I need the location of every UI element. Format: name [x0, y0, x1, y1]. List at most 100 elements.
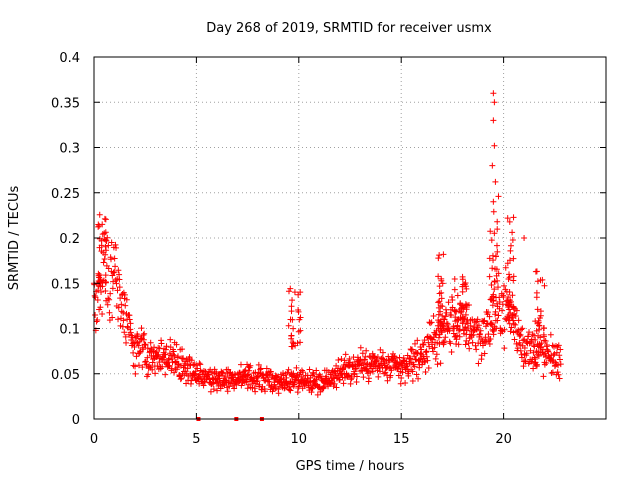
data-point [118, 301, 125, 308]
data-point [531, 343, 538, 350]
data-point [488, 237, 495, 244]
data-point [533, 289, 540, 296]
y-tick-label: 0.25 [51, 187, 80, 202]
data-point [155, 351, 162, 358]
data-point [481, 350, 488, 357]
data-point [373, 357, 380, 364]
data-point [105, 265, 112, 272]
data-point [158, 340, 165, 347]
data-point [411, 340, 418, 347]
data-point [342, 351, 349, 358]
data-point [453, 336, 460, 343]
data-point [543, 359, 550, 366]
data-point [179, 346, 186, 353]
data-point [411, 353, 418, 360]
data-point [506, 218, 513, 225]
data-point [267, 368, 274, 375]
data-point [460, 281, 467, 288]
data-point [244, 372, 251, 379]
data-point [513, 307, 520, 314]
data-point [463, 285, 470, 292]
data-point [99, 279, 106, 286]
data-point [443, 309, 450, 316]
data-point [193, 362, 200, 369]
data-point [428, 319, 435, 326]
data-point [427, 320, 434, 327]
data-point [120, 317, 127, 324]
data-point [459, 276, 466, 283]
data-point [127, 329, 134, 336]
data-point [196, 360, 203, 367]
data-point [289, 373, 296, 380]
data-point [534, 278, 541, 285]
data-point [475, 360, 482, 367]
outlier-point [489, 162, 496, 169]
data-point [554, 369, 561, 376]
data-point [419, 341, 426, 348]
data-point [507, 247, 514, 254]
data-point [521, 345, 528, 352]
data-point [436, 298, 443, 305]
data-point [167, 336, 174, 343]
data-point [365, 375, 372, 382]
data-point [295, 291, 302, 298]
data-point [409, 346, 416, 353]
data-point [462, 311, 469, 318]
data-point [98, 289, 105, 296]
data-point [510, 304, 517, 311]
data-point [435, 299, 442, 306]
data-point [455, 341, 462, 348]
data-point [492, 308, 499, 315]
data-point [162, 346, 169, 353]
data-point [516, 333, 523, 340]
data-point [509, 312, 516, 319]
data-point [188, 357, 195, 364]
data-point [517, 331, 524, 338]
data-point [168, 365, 175, 372]
data-point [421, 359, 428, 366]
data-point [455, 316, 462, 323]
data-point [285, 366, 292, 373]
data-point [397, 380, 404, 387]
data-point [433, 332, 440, 339]
data-point [487, 296, 494, 303]
data-points [90, 90, 564, 421]
data-point [134, 333, 141, 340]
data-point [436, 283, 443, 290]
data-point [456, 326, 463, 333]
data-point [381, 360, 388, 367]
data-point [283, 374, 290, 381]
data-point [224, 388, 231, 395]
data-point [437, 308, 444, 315]
data-point [333, 384, 340, 391]
data-point [364, 367, 371, 374]
data-point [338, 371, 345, 378]
data-point [210, 386, 217, 393]
data-point [285, 322, 292, 329]
data-point [181, 372, 188, 379]
data-point [188, 377, 195, 384]
data-point [534, 361, 541, 368]
data-point [159, 363, 166, 370]
data-point [101, 215, 108, 222]
data-point [141, 341, 148, 348]
data-point [506, 288, 513, 295]
data-point [555, 371, 562, 378]
data-point [510, 214, 517, 221]
data-point [214, 387, 221, 394]
data-point [501, 326, 508, 333]
data-point [462, 301, 469, 308]
data-point [340, 380, 347, 387]
outlier-point [490, 117, 497, 124]
data-point [557, 346, 564, 353]
data-point [129, 334, 136, 341]
data-point [178, 375, 185, 382]
data-point [494, 277, 501, 284]
data-point [459, 288, 466, 295]
data-point [346, 355, 353, 362]
data-point [449, 304, 456, 311]
data-point [460, 315, 467, 322]
data-point [506, 274, 513, 281]
data-point [360, 360, 367, 367]
